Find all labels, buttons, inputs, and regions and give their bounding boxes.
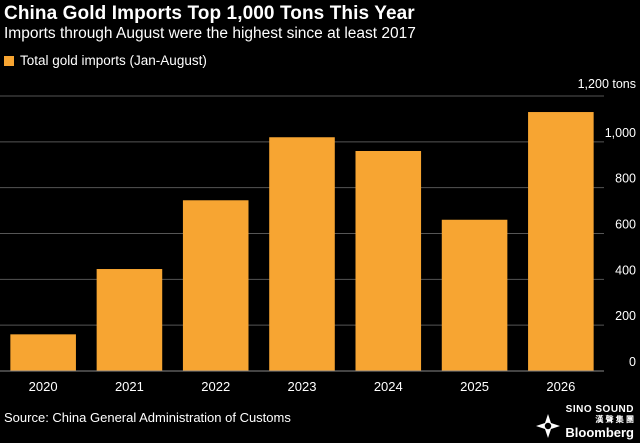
bar-2025 (441, 219, 508, 371)
x-tick-label: 2026 (546, 379, 575, 394)
logo-text-chinese: 漢 聲 集 團 (595, 415, 634, 424)
publisher-logo: SINO SOUND 漢 聲 集 團 Bloomberg (535, 405, 634, 439)
y-tick-label: 0 (629, 355, 636, 369)
x-tick-label: 2023 (288, 379, 317, 394)
legend-label: Total gold imports (Jan-August) (20, 53, 207, 68)
x-tick-label: 2025 (460, 379, 489, 394)
y-axis-top-label: 1,200 tons (578, 77, 636, 91)
logo-text-sino-sound: SINO SOUND (565, 404, 634, 415)
bar-2020 (10, 334, 76, 371)
y-tick-label: 600 (615, 218, 636, 232)
bar-2021 (96, 269, 163, 371)
source-note: Source: China General Administration of … (4, 410, 291, 425)
chart-subtitle: Imports through August were the highest … (4, 25, 416, 42)
y-tick-label: 800 (615, 172, 636, 186)
y-tick-label: 200 (615, 309, 636, 323)
y-tick-label: 400 (615, 263, 636, 277)
legend-swatch (4, 55, 14, 66)
x-tick-label: 2022 (201, 379, 230, 394)
x-tick-label: 2024 (374, 379, 403, 394)
bar-2023 (269, 137, 335, 371)
logo-text-bloomberg: Bloomberg (565, 425, 634, 440)
x-tick-label: 2021 (115, 379, 144, 394)
y-tick-label: 1,000 (605, 126, 636, 140)
sino-sound-logo-icon (536, 414, 561, 438)
x-tick-label: 2020 (29, 379, 58, 394)
bar-2026 (528, 112, 594, 372)
bar-2024 (355, 151, 422, 371)
bar-2022 (182, 200, 249, 371)
legend: Total gold imports (Jan-August) (4, 53, 207, 68)
chart-title: China Gold Imports Top 1,000 Tons This Y… (4, 3, 415, 24)
